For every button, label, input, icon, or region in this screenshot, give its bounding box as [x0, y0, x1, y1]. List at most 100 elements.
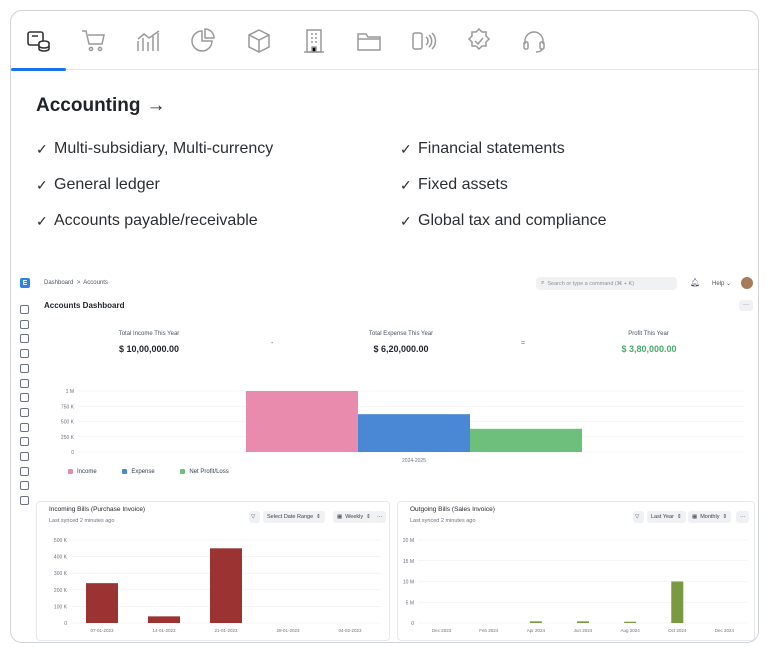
- filter-icon[interactable]: ▽: [633, 511, 644, 523]
- x-tick-label: Oct 2024: [668, 628, 687, 633]
- projects-tab[interactable]: [341, 11, 396, 70]
- sidebar-nav-icon[interactable]: [20, 407, 29, 417]
- kpi-income-label: Total Income This Year: [118, 331, 180, 337]
- sidebar-nav-icon[interactable]: [20, 422, 29, 432]
- pos-tab[interactable]: [396, 11, 451, 70]
- sidebar-nav-icon[interactable]: [20, 496, 29, 506]
- panel-subtitle: Last synced 2 minutes ago: [410, 518, 476, 524]
- dashboard-preview: E Dashboard > Accounts ⌕ Search or type …: [11, 263, 758, 642]
- feature-item: ✓ Fixed assets: [400, 176, 508, 193]
- sidebar-nav-icon[interactable]: [20, 481, 29, 491]
- y-tick-label: 750 K: [61, 404, 75, 410]
- pie-chart-icon: [190, 27, 215, 52]
- y-tick-label: 200 K: [54, 588, 68, 594]
- kpi-profit-value: $ 3,80,000.00: [621, 344, 677, 354]
- kpi-profit-label: Profit This Year: [628, 331, 669, 337]
- y-tick-label: 250 K: [61, 435, 75, 441]
- income-expense-chart: 0 250 K 500 K 750 K 1 M 2024-2025: [61, 389, 744, 464]
- y-tick-label: 20 M: [403, 538, 414, 544]
- filter-icon[interactable]: ▽: [249, 511, 260, 523]
- breadcrumb-current[interactable]: Accounts: [83, 280, 108, 286]
- kpi-income-value: $ 10,00,000.00: [118, 344, 180, 354]
- y-tick-label: 400 K: [54, 555, 68, 561]
- sidebar-nav-icon[interactable]: [20, 319, 29, 329]
- bar: [577, 621, 589, 623]
- assets-tab[interactable]: [286, 11, 341, 70]
- y-tick-label: 0: [411, 621, 414, 627]
- legend-expense[interactable]: Expense: [122, 469, 155, 475]
- check-icon: ✓: [36, 140, 48, 157]
- more-button[interactable]: ···: [736, 511, 749, 523]
- legend-profit[interactable]: Net Profit/Loss: [180, 469, 229, 475]
- breadcrumb-root[interactable]: Dashboard: [44, 280, 74, 286]
- y-tick-label: 0: [71, 450, 74, 456]
- app-logo: E: [20, 278, 30, 288]
- outgoing-bills-chart: 0 5 M 10 M 15 M 20 M Dec 2023 Feb 2024 Apr 2024…: [403, 538, 748, 633]
- y-tick-label: 10 M: [403, 580, 414, 586]
- calendar-icon: ▦: [337, 514, 343, 520]
- y-tick-label: 500 K: [61, 420, 75, 426]
- stock-tab[interactable]: [231, 11, 286, 70]
- cart-icon: [81, 29, 105, 51]
- more-button[interactable]: ···: [373, 511, 386, 523]
- search-icon: ⌕: [541, 280, 545, 286]
- sidebar-nav-icon[interactable]: [20, 437, 29, 447]
- database-icon: [26, 30, 50, 52]
- quality-tab[interactable]: [451, 11, 506, 70]
- sidebar-nav-icon[interactable]: [20, 393, 29, 403]
- search-input[interactable]: ⌕ Search or type a command (⌘ + K): [536, 277, 677, 290]
- y-tick-label: 5 M: [406, 600, 414, 606]
- reports-tab[interactable]: [176, 11, 231, 70]
- x-tick-label: 28-01-2023: [276, 628, 300, 633]
- more-button[interactable]: ···: [739, 300, 753, 311]
- breadcrumb: Dashboard > Accounts: [44, 280, 108, 286]
- line-chart-icon: [136, 29, 159, 51]
- sidebar-nav-icon[interactable]: [20, 349, 29, 359]
- box-icon: [247, 28, 270, 53]
- x-tick-label: Dec 2023: [432, 628, 452, 633]
- avatar[interactable]: [741, 277, 753, 289]
- accounting-tab[interactable]: [11, 11, 66, 71]
- bar-net-profit-loss: [470, 428, 582, 452]
- bar: [624, 621, 637, 623]
- help-menu[interactable]: Help ⌄: [712, 281, 732, 287]
- x-tick-label: 21-01-2023: [214, 628, 238, 633]
- module-tab-bar: [11, 11, 758, 71]
- x-tick-label: Apr 2024: [527, 628, 546, 633]
- sidebar-nav-icon[interactable]: [20, 363, 29, 373]
- x-tick-label: 14-01-2023: [152, 628, 176, 633]
- interval-select[interactable]: ▦ Weekly ⇕: [333, 511, 375, 523]
- check-icon: ✓: [36, 212, 48, 229]
- y-tick-label: 15 M: [403, 559, 414, 565]
- calendar-icon: ▦: [692, 514, 698, 520]
- sidebar-nav-icon[interactable]: [20, 378, 29, 388]
- feature-item: ✓ General ledger: [36, 176, 160, 193]
- check-icon: ✓: [400, 176, 412, 193]
- interval-select[interactable]: ▦ Monthly ⇕: [688, 511, 732, 523]
- arrow-right-icon: →: [146, 95, 166, 116]
- y-tick-label: 100 K: [54, 604, 68, 610]
- incoming-bills-panel: Incoming Bills (Purchase Invoice) Last s…: [36, 501, 390, 641]
- check-icon: ✓: [400, 212, 412, 229]
- chart-legend: Income Expense Net Profit/Loss: [68, 469, 229, 475]
- panel-subtitle: Last synced 2 minutes ago: [49, 518, 115, 524]
- sidebar-nav-icon[interactable]: [20, 334, 29, 344]
- support-tab[interactable]: [506, 11, 561, 70]
- bar: [210, 548, 242, 623]
- analytics-tab[interactable]: [121, 11, 176, 70]
- legend-income[interactable]: Income: [68, 469, 97, 475]
- incoming-bills-chart: 0 100 K 200 K 300 K 400 K 500 K 07-01-2023 14-0…: [54, 538, 381, 633]
- sidebar-nav-icon[interactable]: [20, 305, 29, 314]
- feature-item: ✓ Financial statements: [400, 140, 565, 157]
- date-range-select[interactable]: Select Date Range ⇕: [263, 511, 325, 523]
- sidebar-nav-icon[interactable]: [20, 466, 29, 476]
- bell-icon[interactable]: 🔔︎: [690, 278, 701, 287]
- period-select[interactable]: Last Year ⇕: [647, 511, 686, 523]
- y-tick-label: 0: [64, 621, 67, 627]
- selling-tab[interactable]: [66, 11, 121, 70]
- section-heading-link[interactable]: Accounting →: [36, 95, 166, 117]
- bar-income: [246, 391, 358, 452]
- building-icon: [303, 28, 324, 53]
- sidebar-nav-icon[interactable]: [20, 452, 29, 461]
- kpi-operator-equals: =: [521, 340, 526, 347]
